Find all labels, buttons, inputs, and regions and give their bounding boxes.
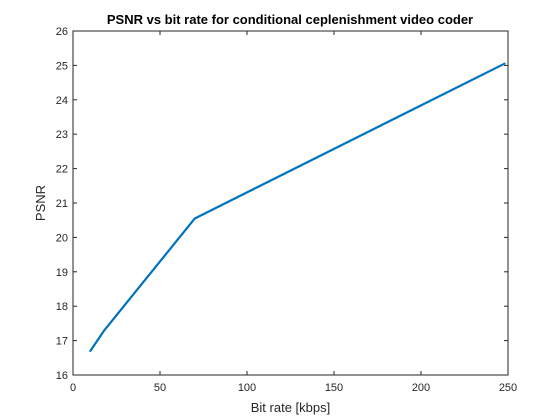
y-tick-label: 20	[56, 232, 68, 244]
x-axis: 0 50 100 150 200 250	[70, 31, 517, 394]
chart-title: PSNR vs bit rate for conditional cepleni…	[107, 12, 473, 27]
series-layer	[89, 62, 506, 353]
y-tick-label: 22	[56, 164, 68, 176]
series-line	[89, 62, 506, 353]
y-tick-label: 25	[56, 60, 68, 72]
y-tick-label: 17	[56, 336, 68, 348]
x-tick-label: 150	[325, 382, 343, 394]
x-tick-label: 250	[499, 382, 517, 394]
x-axis-label: Bit rate [kbps]	[251, 400, 330, 415]
plot-area	[72, 30, 509, 376]
x-tick-label: 50	[154, 382, 166, 394]
y-tick-label: 16	[56, 370, 68, 382]
y-axis: 16 17 18 19 20 21 22 23 24 25 26	[56, 26, 508, 382]
x-tick-label: 200	[412, 382, 430, 394]
y-tick-label: 21	[56, 198, 68, 210]
x-tick-label: 100	[238, 382, 256, 394]
x-tick-label: 0	[70, 382, 76, 394]
y-tick-label: 19	[56, 267, 68, 279]
y-tick-label: 18	[56, 301, 68, 313]
y-axis-label: PSNR	[33, 185, 48, 221]
y-tick-label: 26	[56, 26, 68, 38]
y-tick-label: 23	[56, 129, 68, 141]
y-tick-label: 24	[56, 95, 68, 107]
